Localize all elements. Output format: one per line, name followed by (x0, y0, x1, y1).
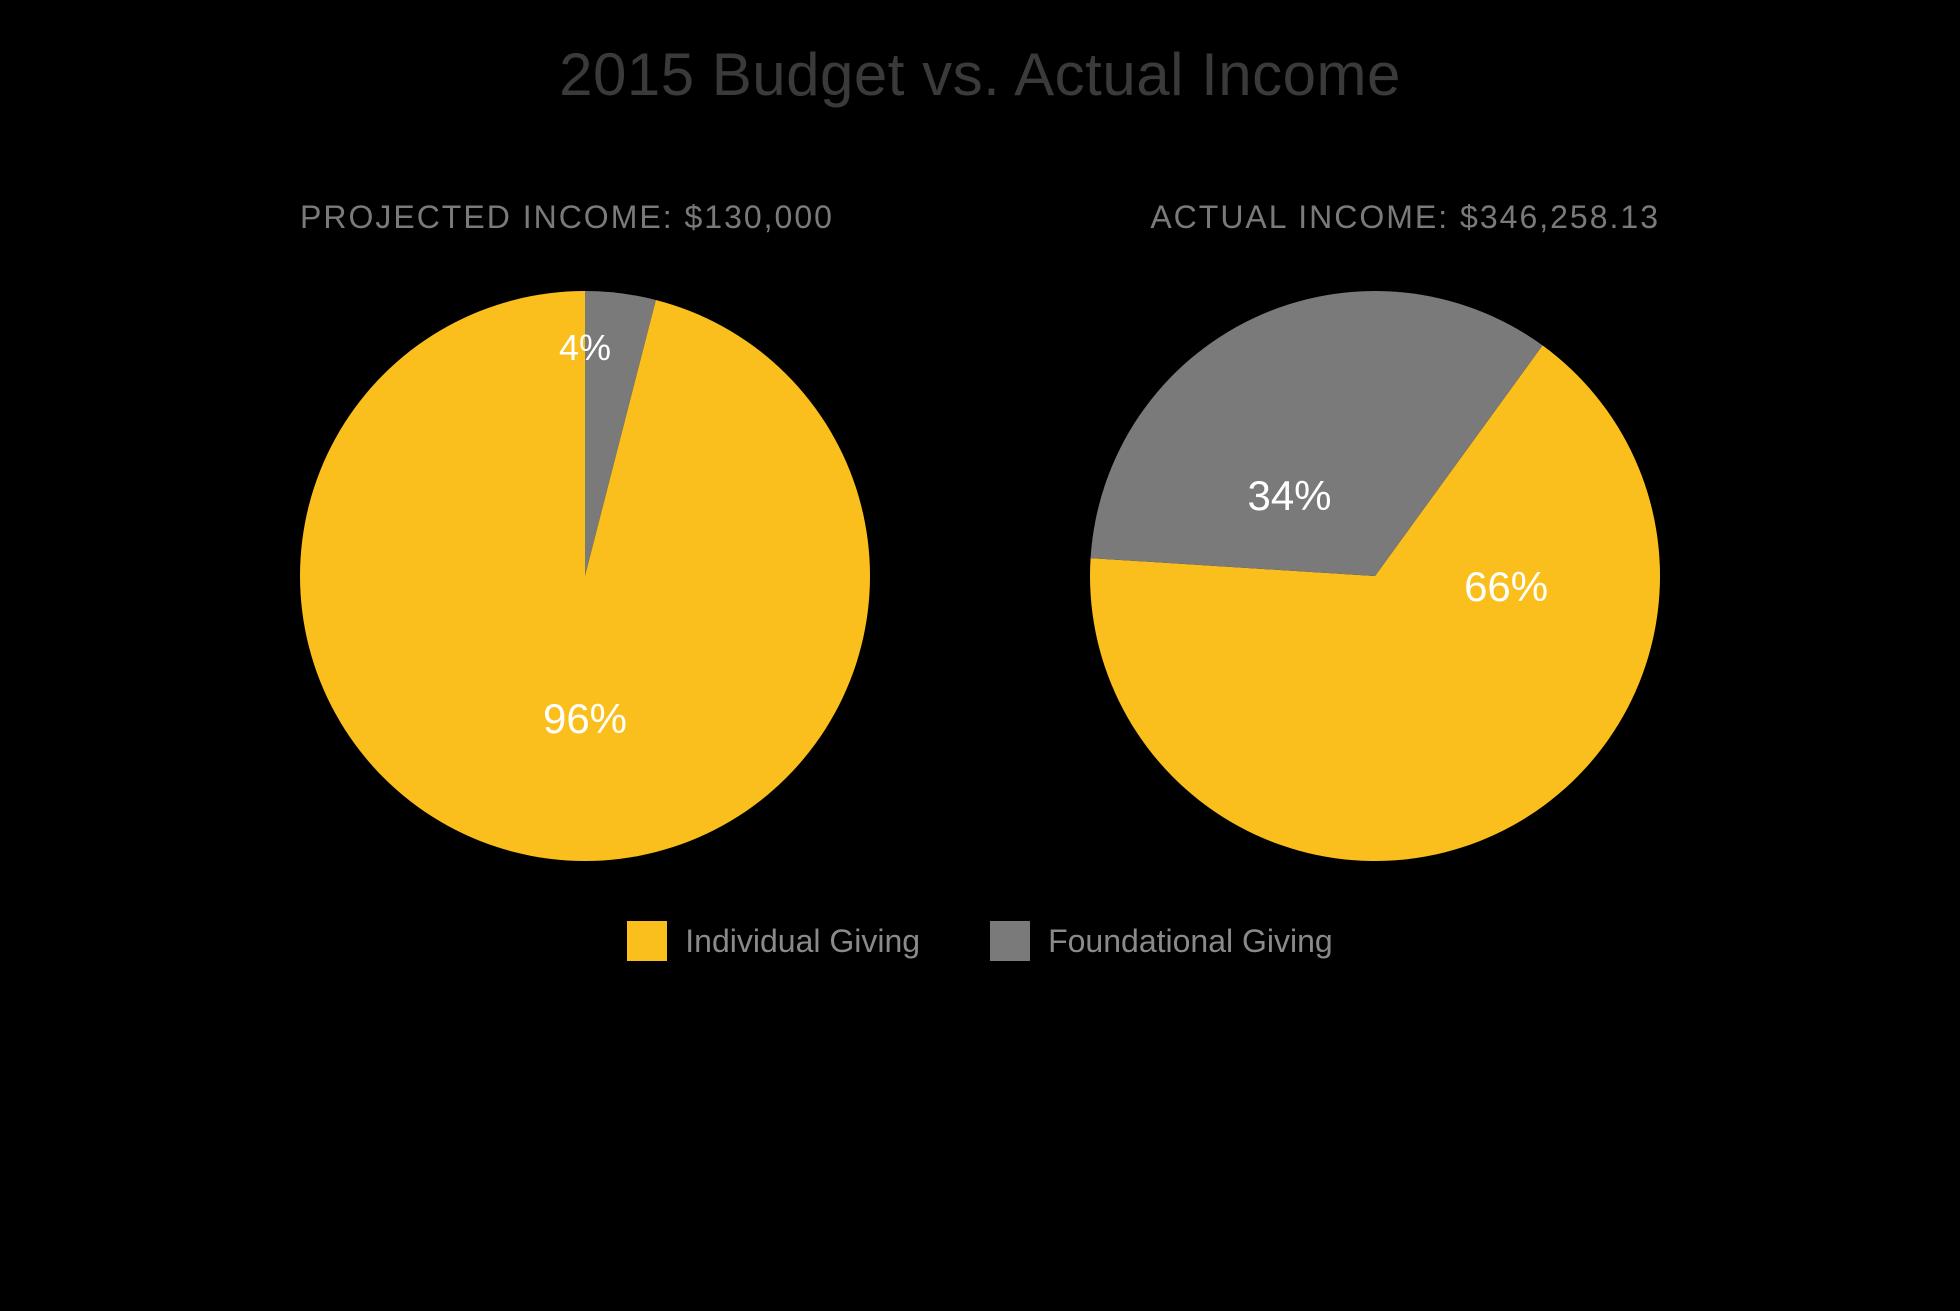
legend: Individual Giving Foundational Giving (250, 921, 1710, 961)
legend-swatch (627, 921, 667, 961)
projected-column: PROJECTED INCOME: $130,000 4% 96% (300, 199, 870, 861)
actual-subtitle: ACTUAL INCOME: $346,258.13 (1150, 199, 1660, 236)
slice-label: 4% (559, 327, 611, 369)
chart-title: 2015 Budget vs. Actual Income (250, 40, 1710, 109)
actual-pie: 66% 34% (1090, 291, 1660, 861)
legend-label: Foundational Giving (1048, 923, 1333, 960)
actual-column: ACTUAL INCOME: $346,258.13 66% 34% (1090, 199, 1660, 861)
legend-swatch (990, 921, 1030, 961)
projected-subtitle: PROJECTED INCOME: $130,000 (300, 199, 834, 236)
charts-row: PROJECTED INCOME: $130,000 4% 96% ACTUAL … (250, 199, 1710, 861)
legend-item: Foundational Giving (990, 921, 1333, 961)
chart-container: 2015 Budget vs. Actual Income PROJECTED … (250, 40, 1710, 961)
projected-pie: 4% 96% (300, 291, 870, 861)
legend-label: Individual Giving (685, 923, 920, 960)
pie-slice (300, 291, 870, 861)
legend-item: Individual Giving (627, 921, 920, 961)
slice-label: 66% (1464, 563, 1548, 611)
slice-label: 96% (543, 695, 627, 743)
slice-label: 34% (1247, 472, 1331, 520)
